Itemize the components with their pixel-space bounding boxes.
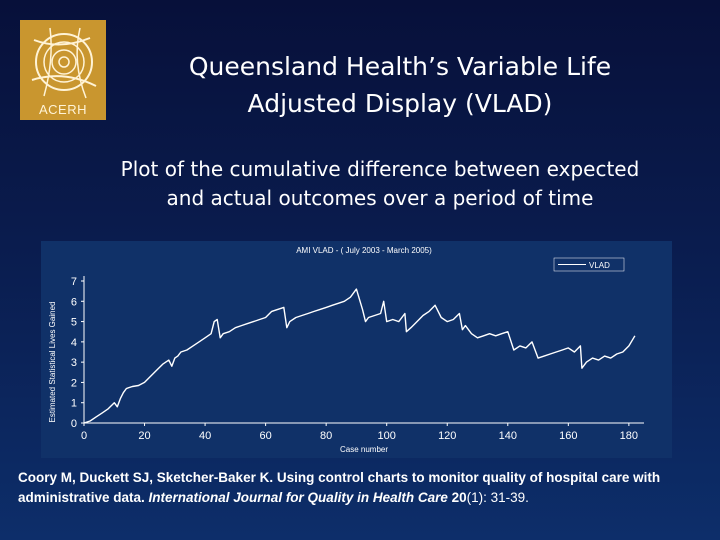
chart-description: Plot of the cumulative difference betwee… — [120, 157, 640, 210]
x-tick-label: 60 — [259, 430, 271, 442]
y-tick-label: 7 — [71, 276, 77, 288]
logo-emblem-icon — [20, 20, 106, 120]
acerh-logo: ACERH — [20, 20, 106, 120]
x-tick-label: 180 — [620, 430, 638, 442]
citation: Coory M, Duckett SJ, Sketcher-Baker K. U… — [18, 468, 708, 508]
x-tick-label: 20 — [138, 430, 150, 442]
x-tick-label: 40 — [199, 430, 211, 442]
legend-label: VLAD — [589, 261, 610, 270]
y-tick-label: 3 — [71, 357, 77, 369]
page-title: Queensland Health’s Variable Life Adjust… — [120, 48, 680, 122]
series-line-vlad — [83, 288, 636, 424]
y-axis-label: Estimated Statistical Lives Gained — [48, 302, 57, 423]
y-tick-label: 6 — [71, 296, 77, 308]
x-tick-label: 160 — [559, 430, 577, 442]
title-line-2: Adjusted Display (VLAD) — [247, 89, 553, 118]
citation-authors-title: Coory M, Duckett SJ, Sketcher-Baker K. U… — [18, 470, 661, 505]
legend-box — [553, 257, 625, 272]
vlad-chart: 0 1 2 3 4 5 6 7 0 20 40 60 80 100 120 140 160 180 AMI VLAD… — [41, 241, 672, 458]
x-tick-label: 100 — [378, 430, 396, 442]
title-line-1: Queensland Health’s Variable Life — [188, 52, 612, 81]
citation-journal: International Journal for Quality in Hea… — [148, 490, 448, 505]
y-tick-label: 2 — [71, 377, 77, 389]
x-tick-label: 140 — [499, 430, 517, 442]
x-tick-label: 80 — [320, 430, 332, 442]
y-tick-label: 4 — [71, 337, 77, 349]
citation-issue-pages: (1): 31-39. — [466, 490, 529, 505]
x-tick-label: 0 — [81, 430, 87, 442]
citation-volume: 20 — [451, 490, 467, 505]
chart-title: AMI VLAD - ( July 2003 - March 2005) — [296, 246, 432, 255]
x-tick-label: 120 — [438, 430, 456, 442]
y-tick-label: 5 — [71, 317, 77, 329]
logo-text: ACERH — [38, 102, 87, 117]
y-tick-label: 1 — [71, 398, 77, 410]
vlad-chart-svg: 0 1 2 3 4 5 6 7 0 20 40 60 80 100 120 140 160 180 AMI VLAD… — [48, 246, 644, 454]
y-tick-label: 0 — [71, 418, 77, 430]
x-axis-label: Case number — [340, 445, 388, 454]
